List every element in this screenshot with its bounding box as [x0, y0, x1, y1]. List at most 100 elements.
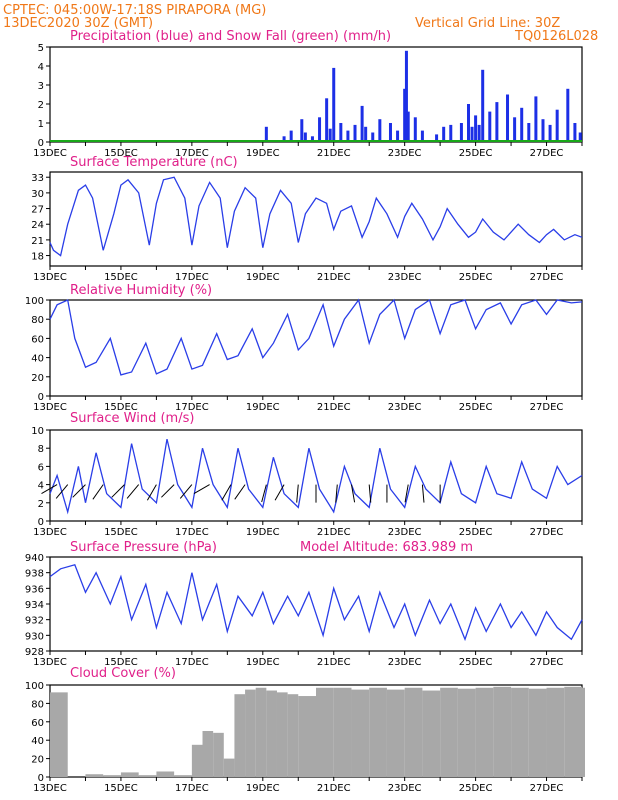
- wind-arrow: [92, 484, 104, 500]
- cloud-bar: [276, 692, 288, 777]
- x-tick-label: 19DEC: [246, 148, 280, 159]
- precip-bar: [573, 123, 577, 142]
- precip-bar: [371, 132, 375, 142]
- x-tick-label: 19DEC: [246, 527, 280, 538]
- cloud-bar: [103, 775, 121, 777]
- y-tick-label: 2: [38, 100, 44, 111]
- x-tick-label: 13DEC: [33, 783, 67, 794]
- wind-arrow: [404, 484, 409, 503]
- cloud-bar: [234, 694, 246, 777]
- wind-arrow: [146, 484, 157, 501]
- wind-arrow: [335, 484, 338, 503]
- cloud-bar: [223, 758, 235, 777]
- x-tick-label: 21DEC: [317, 402, 351, 413]
- y-tick-label: 10: [31, 426, 44, 437]
- x-tick-label: 23DEC: [388, 657, 422, 668]
- wind-arrow: [179, 484, 193, 499]
- y-tick-label: 940: [25, 553, 44, 564]
- precip-bar: [534, 96, 538, 142]
- wind-arrow: [126, 484, 140, 499]
- y-tick-label: 8: [38, 444, 44, 455]
- precip-bar: [264, 126, 268, 142]
- y-tick-label: 5: [38, 43, 44, 54]
- x-tick-label: 27DEC: [530, 527, 564, 538]
- cloud-bar: [298, 696, 316, 777]
- y-tick-label: 80: [31, 315, 44, 326]
- precip-bar: [403, 88, 407, 142]
- series-line: [49, 176, 583, 257]
- precip-bar: [289, 130, 293, 142]
- wind-arrow: [261, 484, 267, 503]
- x-tick-label: 27DEC: [530, 402, 564, 413]
- cloud-bar: [493, 686, 512, 777]
- x-tick-label: 17DEC: [175, 272, 209, 283]
- cloud-bar: [50, 692, 68, 777]
- precip-bar: [578, 132, 582, 142]
- precip-bar: [364, 126, 368, 142]
- precip-bar: [541, 119, 545, 142]
- y-tick-label: 928: [25, 647, 44, 658]
- precip-bar: [310, 136, 314, 142]
- x-tick-label: 27DEC: [530, 783, 564, 794]
- wind-arrow: [161, 484, 175, 498]
- wind-arrow: [368, 484, 372, 503]
- y-tick-label: 20: [31, 373, 44, 384]
- precip-bar: [406, 111, 410, 142]
- y-tick-label: 33: [31, 173, 44, 184]
- panel-title: Surface Wind (m/s): [70, 411, 194, 426]
- precip-bar: [449, 124, 453, 142]
- y-tick-label: 3: [38, 81, 44, 92]
- x-tick-label: 19DEC: [246, 783, 280, 794]
- y-tick-label: 60: [31, 334, 44, 345]
- cloud-bar: [202, 731, 214, 777]
- panel-title: Precipitation (blue) and Snow Fall (gree…: [70, 29, 391, 44]
- x-tick-label: 27DEC: [530, 657, 564, 668]
- precip-bar: [477, 124, 481, 142]
- x-tick-label: 19DEC: [246, 657, 280, 668]
- x-tick-label: 23DEC: [388, 402, 422, 413]
- cloud-bar: [386, 689, 405, 777]
- y-tick-label: 6: [38, 462, 44, 473]
- panel-frame: [49, 556, 583, 652]
- precip-bar: [300, 119, 304, 142]
- precip-bar: [513, 117, 517, 142]
- y-tick-label: 934: [25, 600, 44, 611]
- cloud-bar: [333, 687, 352, 777]
- x-tick-label: 17DEC: [175, 527, 209, 538]
- y-tick-label: 20: [31, 755, 44, 766]
- precip-bar: [474, 115, 478, 142]
- x-tick-label: 17DEC: [175, 783, 209, 794]
- x-tick-label: 21DEC: [317, 527, 351, 538]
- y-tick-label: 100: [25, 296, 44, 307]
- precip-bar: [488, 111, 492, 142]
- precip-bar: [396, 130, 400, 142]
- cloud-bar: [351, 689, 370, 777]
- y-tick-label: 60: [31, 718, 44, 729]
- precip-bar: [339, 123, 343, 142]
- cloud-bar: [582, 687, 585, 777]
- cloud-bar: [528, 688, 547, 777]
- cloud-bar: [255, 687, 267, 777]
- x-tick-label: 13DEC: [33, 148, 67, 159]
- x-tick-label: 23DEC: [388, 272, 422, 283]
- y-tick-label: 2: [38, 499, 44, 510]
- cloud-bar: [85, 774, 104, 777]
- cloud-bar: [457, 688, 476, 777]
- header-line-1: CPTEC: 045:00W-17:18S PIRAPORA (MG): [3, 3, 266, 18]
- wind-arrow: [41, 484, 58, 495]
- x-tick-label: 15DEC: [104, 657, 138, 668]
- y-tick-label: 40: [31, 354, 44, 365]
- x-tick-label: 25DEC: [459, 148, 493, 159]
- x-tick-label: 25DEC: [459, 272, 493, 283]
- y-tick-label: 930: [25, 631, 44, 642]
- x-tick-label: 15DEC: [104, 402, 138, 413]
- precip-bar: [346, 130, 350, 142]
- y-tick-label: 100: [25, 681, 44, 692]
- x-tick-label: 13DEC: [33, 527, 67, 538]
- y-tick-label: 1: [38, 119, 44, 130]
- x-tick-label: 27DEC: [530, 148, 564, 159]
- y-tick-label: 0: [38, 517, 44, 528]
- y-tick-label: 4: [38, 481, 44, 492]
- series-line: [49, 438, 583, 515]
- y-tick-label: 80: [31, 699, 44, 710]
